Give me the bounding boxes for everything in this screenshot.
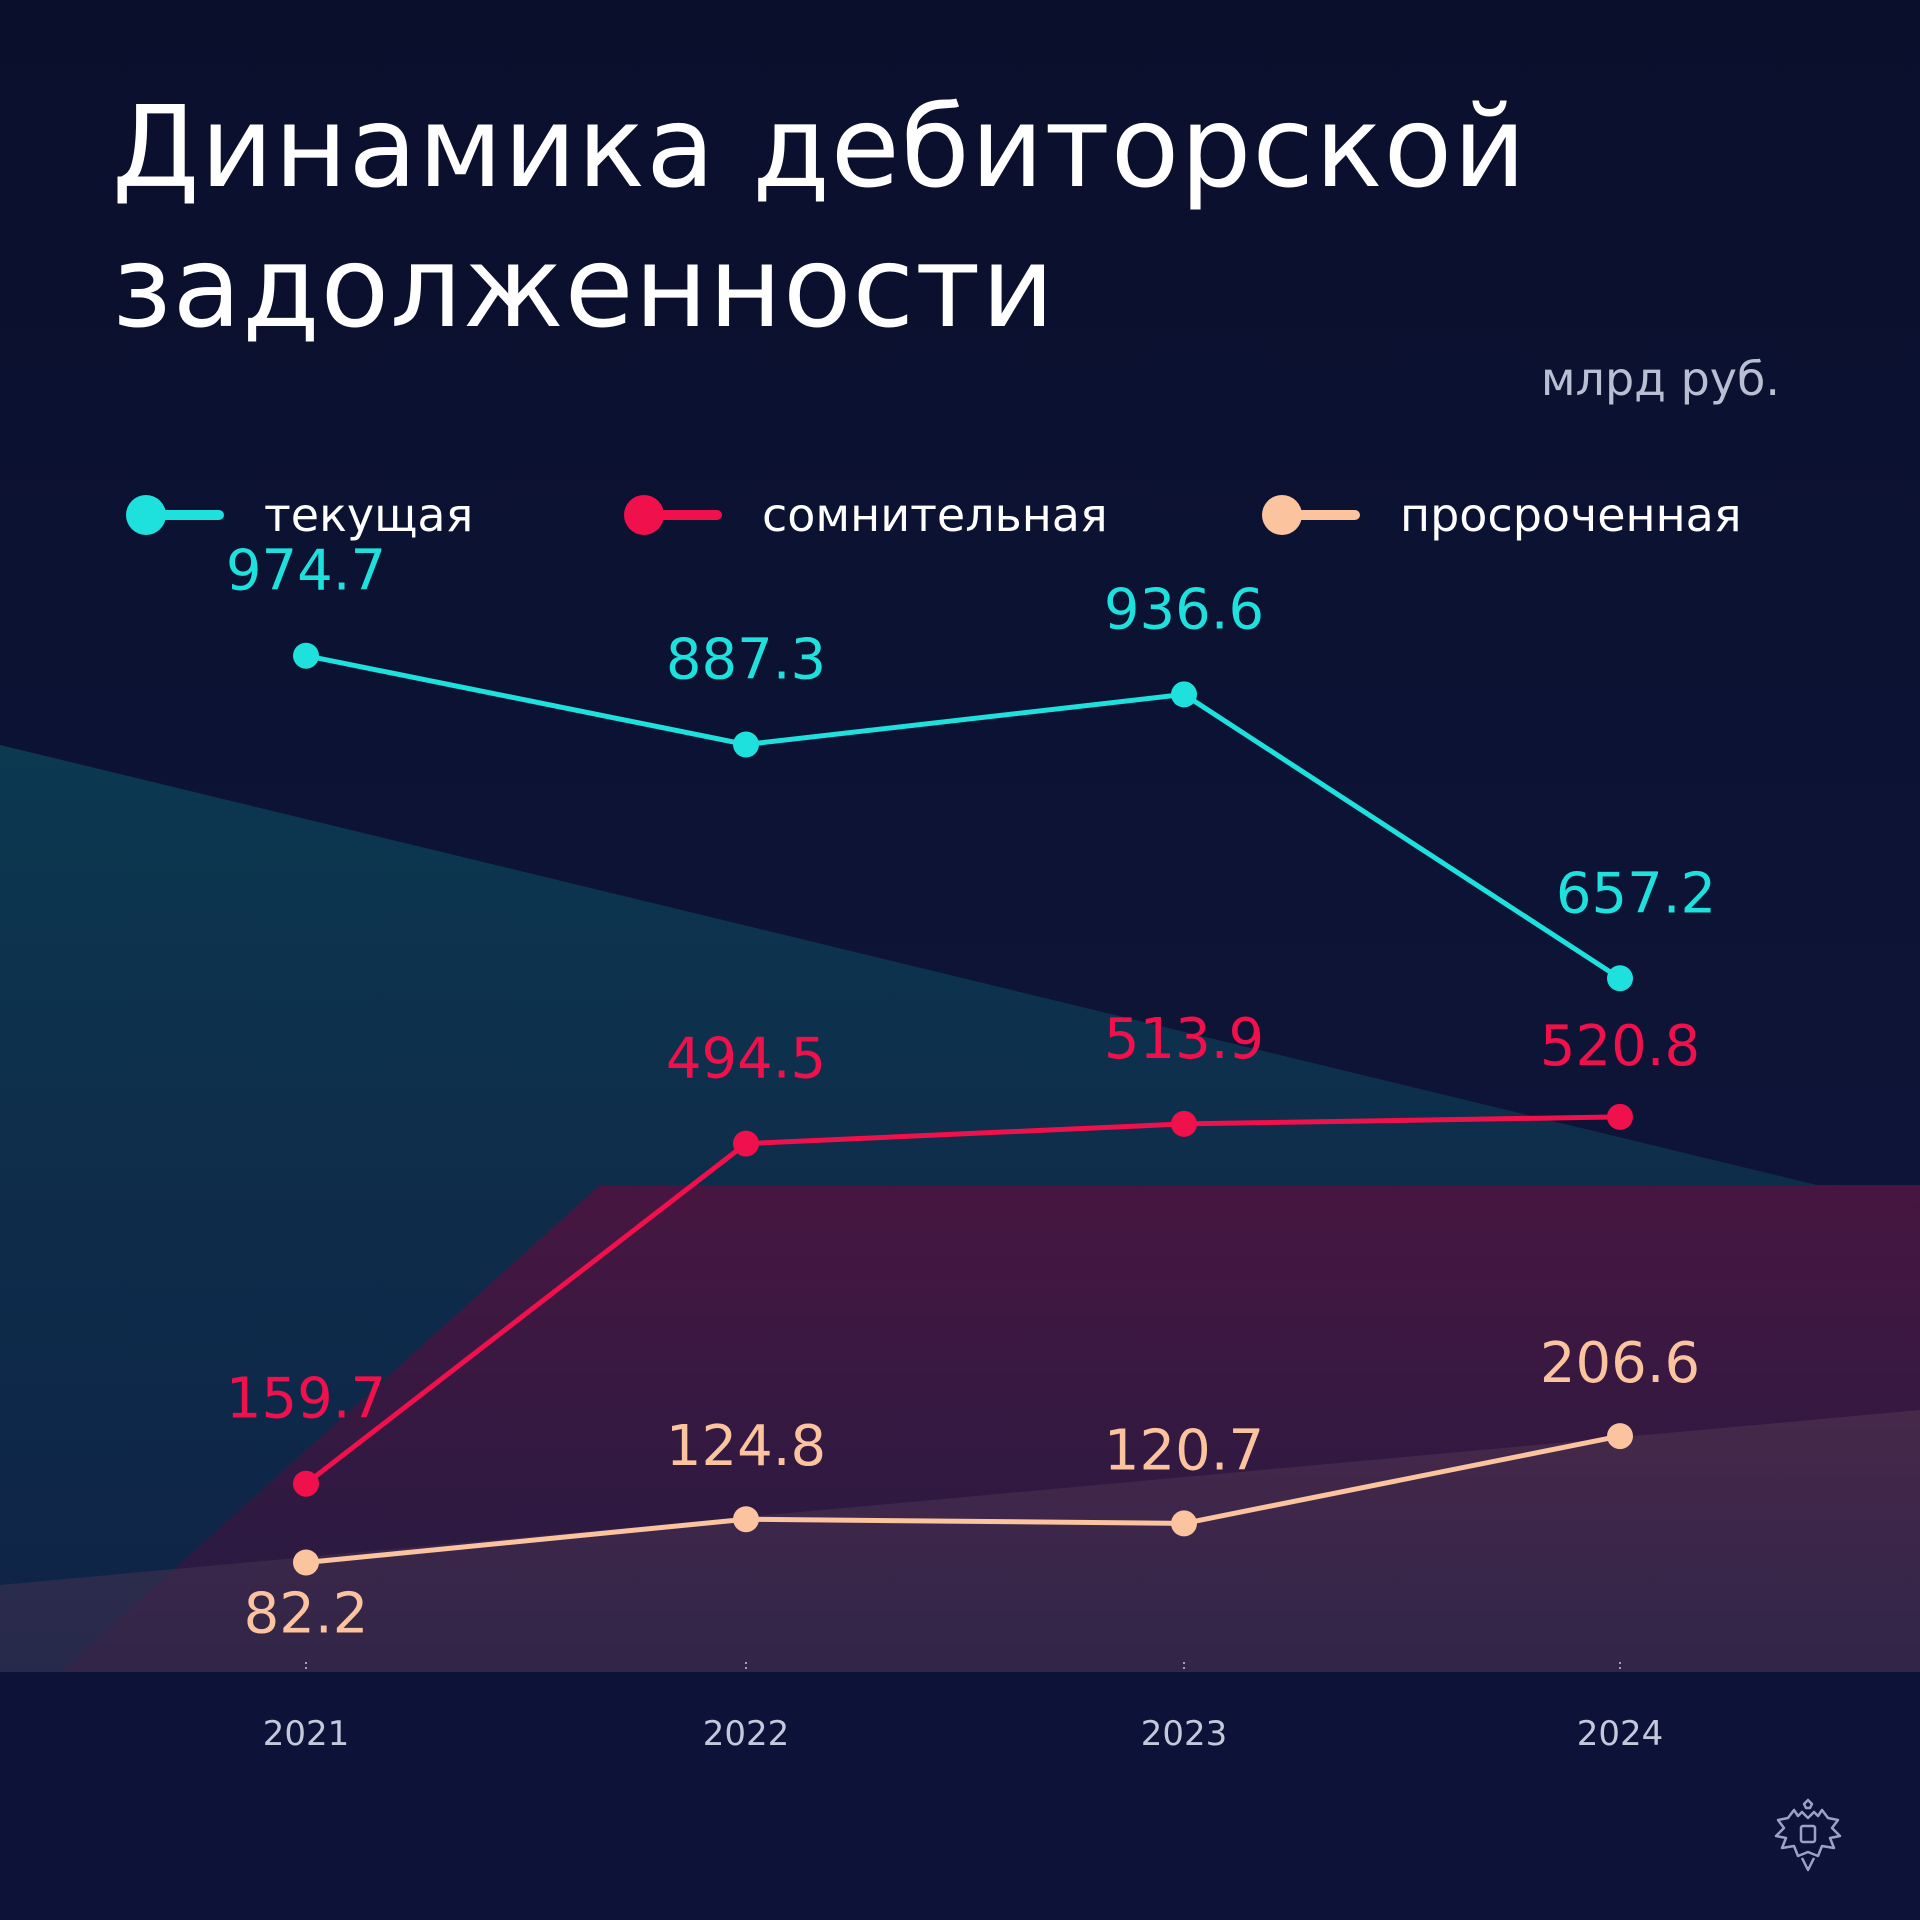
x-tick-label-2022: 2022 xyxy=(703,1714,790,1754)
series-line-current xyxy=(303,653,1623,981)
data-label-current-2024: 657.2 xyxy=(1556,861,1716,926)
axis-band xyxy=(0,1672,1920,1920)
series-line-overdue xyxy=(303,1433,1623,1565)
data-label-doubtful-2022: 494.5 xyxy=(666,1027,826,1092)
data-point-current-2022 xyxy=(733,731,759,758)
legend-label-overdue: просроченная xyxy=(1400,488,1742,542)
data-label-current-2022: 887.3 xyxy=(666,628,826,693)
x-axis-ticks xyxy=(305,1662,1621,1672)
data-label-doubtful-2021: 159.7 xyxy=(226,1367,386,1432)
data-point-current-2024 xyxy=(1607,965,1633,992)
data-point-overdue-2024 xyxy=(1607,1423,1633,1450)
legend-item-current: текущая xyxy=(112,480,473,550)
series-line-doubtful xyxy=(303,1114,1623,1487)
title-line-2: задолженности xyxy=(112,223,1056,353)
legend-swatch-overdue xyxy=(1248,480,1360,550)
legend: текущая сомнительная просроченная xyxy=(0,480,1920,550)
legend-label-doubtful: сомнительная xyxy=(762,488,1108,542)
double-headed-eagle-emblem-icon xyxy=(1774,1798,1842,1872)
data-point-doubtful-2024 xyxy=(1607,1103,1633,1130)
data-point-overdue-2021 xyxy=(293,1549,319,1576)
legend-item-overdue: просроченная xyxy=(1248,480,1742,550)
data-point-doubtful-2022 xyxy=(733,1130,759,1157)
x-tick-label-2021: 2021 xyxy=(263,1714,350,1754)
x-tick-label-2024: 2024 xyxy=(1577,1714,1664,1754)
decor-peach-area xyxy=(0,1410,1920,1672)
data-label-doubtful-2023: 513.9 xyxy=(1104,1007,1264,1072)
legend-swatch-current xyxy=(112,480,224,550)
data-label-doubtful-2024: 520.8 xyxy=(1540,1014,1700,1079)
x-axis-labels: 2021 2022 2023 2024 xyxy=(263,1714,1664,1754)
data-label-current-2023: 936.6 xyxy=(1104,577,1264,642)
data-label-overdue-2021: 82.2 xyxy=(244,1582,369,1647)
legend-swatch-doubtful xyxy=(610,480,722,550)
data-point-doubtful-2021 xyxy=(293,1470,319,1497)
data-point-doubtful-2023 xyxy=(1171,1110,1197,1137)
data-point-current-2023 xyxy=(1171,681,1197,708)
data-point-overdue-2023 xyxy=(1171,1510,1197,1537)
data-point-current-2021 xyxy=(293,642,319,669)
x-tick-label-2023: 2023 xyxy=(1141,1714,1228,1754)
data-label-current-2021: 974.7 xyxy=(226,539,386,604)
unit-label: млрд руб. xyxy=(1540,352,1780,406)
data-point-overdue-2022 xyxy=(733,1506,759,1533)
legend-item-doubtful: сомнительная xyxy=(610,480,1108,550)
data-label-overdue-2022: 124.8 xyxy=(666,1414,826,1479)
series-layer: 974.7 887.3 936.6 657.2 159.7 494.5 513.9 520.8… xyxy=(226,539,1716,1647)
legend-label-current: текущая xyxy=(264,488,474,542)
page-title: Динамика дебиторской задолженности xyxy=(112,78,1527,358)
title-line-1: Динамика дебиторской xyxy=(112,83,1527,213)
data-label-overdue-2024: 206.6 xyxy=(1540,1331,1700,1396)
data-label-overdue-2023: 120.7 xyxy=(1104,1418,1264,1483)
